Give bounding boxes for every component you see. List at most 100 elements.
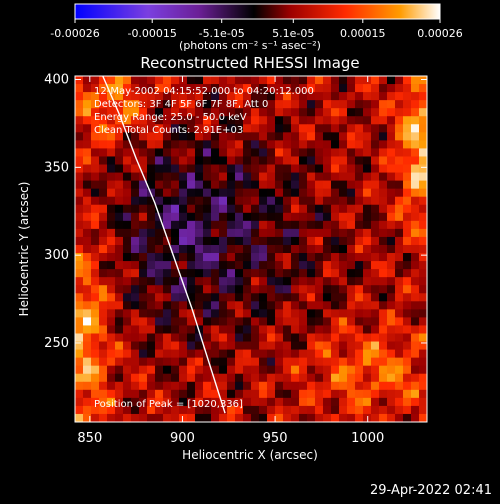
heatmap-cell [419, 124, 427, 133]
heatmap-cell [363, 124, 372, 133]
heatmap-cell [315, 148, 324, 157]
heatmap-cell [219, 92, 228, 101]
heatmap-cell [251, 413, 260, 422]
heatmap-cell [347, 269, 356, 278]
heatmap-cell [83, 244, 92, 254]
heatmap-cell [419, 405, 427, 415]
heatmap-cell [147, 148, 156, 157]
heatmap-cell [107, 156, 116, 165]
heatmap-cell [163, 100, 172, 109]
heatmap-cell [331, 108, 340, 117]
heatmap-cell [347, 349, 356, 359]
heatmap-cell [291, 148, 300, 157]
heatmap-cell [83, 309, 92, 318]
heatmap-cell [155, 397, 164, 407]
heatmap-cell [379, 261, 388, 270]
heatmap-cell [243, 132, 252, 141]
heatmap-cell [83, 413, 92, 422]
heatmap-cell [267, 228, 276, 238]
heatmap-cell [283, 164, 292, 173]
heatmap-cell [275, 413, 284, 422]
heatmap-cell [131, 301, 140, 310]
heatmap-cell [267, 124, 276, 133]
heatmap-cell [411, 228, 420, 238]
heatmap-cell [411, 156, 420, 165]
heatmap-cell [331, 301, 340, 310]
heatmap-cell [299, 405, 308, 415]
heatmap-cell [195, 84, 204, 93]
heatmap-cell [219, 244, 228, 254]
heatmap-cell [75, 228, 84, 238]
heatmap-cell [419, 325, 427, 334]
heatmap-cell [387, 116, 396, 125]
heatmap-cell [227, 108, 236, 117]
y-axis-label: Heliocentric Y (arcsec) [17, 182, 31, 317]
heatmap-cell [315, 108, 324, 117]
heatmap-cell [235, 357, 244, 367]
heatmap-cell [211, 381, 220, 391]
heatmap-cell [411, 413, 420, 422]
heatmap-cell [147, 357, 156, 367]
heatmap-cell [115, 397, 124, 407]
heatmap-cell [259, 156, 268, 165]
heatmap-cell [195, 317, 204, 326]
heatmap-cell [411, 188, 420, 198]
heatmap-cell [243, 124, 252, 133]
heatmap-cell [139, 277, 148, 286]
heatmap-cell [171, 84, 180, 93]
heatmap-cell [139, 132, 148, 141]
heatmap-cell [259, 236, 268, 246]
heatmap-cell [275, 116, 284, 125]
heatmap-cell [395, 132, 404, 141]
heatmap-cell [291, 140, 300, 149]
heatmap-cell [83, 277, 92, 286]
heatmap-cell [403, 389, 412, 399]
heatmap-cell [387, 317, 396, 326]
heatmap-cell [211, 172, 220, 182]
heatmap-cell [163, 196, 172, 206]
heatmap-cell [355, 140, 364, 149]
heatmap-cell [251, 204, 260, 214]
heatmap-cell [379, 132, 388, 141]
heatmap-cell [275, 164, 284, 173]
heatmap-cell [243, 341, 252, 350]
heatmap-cell [131, 76, 140, 85]
heatmap-cell [139, 413, 148, 422]
heatmap-cell [331, 140, 340, 149]
heatmap-cell [347, 285, 356, 294]
heatmap-cell [355, 253, 364, 262]
heatmap-cell [235, 405, 244, 415]
heatmap-cell [403, 228, 412, 238]
heatmap-cell [227, 132, 236, 141]
heatmap-cell [187, 132, 196, 141]
heatmap-cell [395, 92, 404, 101]
heatmap-cell [163, 285, 172, 294]
heatmap-cell [155, 108, 164, 117]
heatmap-cell [403, 253, 412, 262]
heatmap-cell [155, 164, 164, 173]
heatmap-cell [323, 164, 332, 173]
heatmap-cell [99, 269, 108, 278]
heatmap-cell [155, 228, 164, 238]
heatmap-cell [387, 253, 396, 262]
heatmap-cell [163, 325, 172, 334]
heatmap-cell [323, 389, 332, 399]
detectors-annotation: Detectors: 3F 4F 5F 6F 7F 8F, Att 0 [94, 99, 268, 110]
heatmap-cell [187, 172, 196, 182]
heatmap-cell [307, 140, 316, 149]
heatmap-cell [387, 84, 396, 93]
heatmap-cell [107, 349, 116, 359]
heatmap-cell [259, 164, 268, 173]
heatmap-cell [379, 397, 388, 407]
heatmap-cell [275, 285, 284, 294]
heatmap-cell [171, 148, 180, 157]
heatmap-cell [155, 357, 164, 367]
heatmap-cell [339, 341, 348, 350]
heatmap-cell [339, 164, 348, 173]
heatmap-cell [83, 357, 92, 367]
heatmap-cell [75, 349, 84, 359]
heatmap-cell [131, 261, 140, 270]
heatmap-cell [307, 244, 316, 254]
heatmap-cell [371, 253, 380, 262]
